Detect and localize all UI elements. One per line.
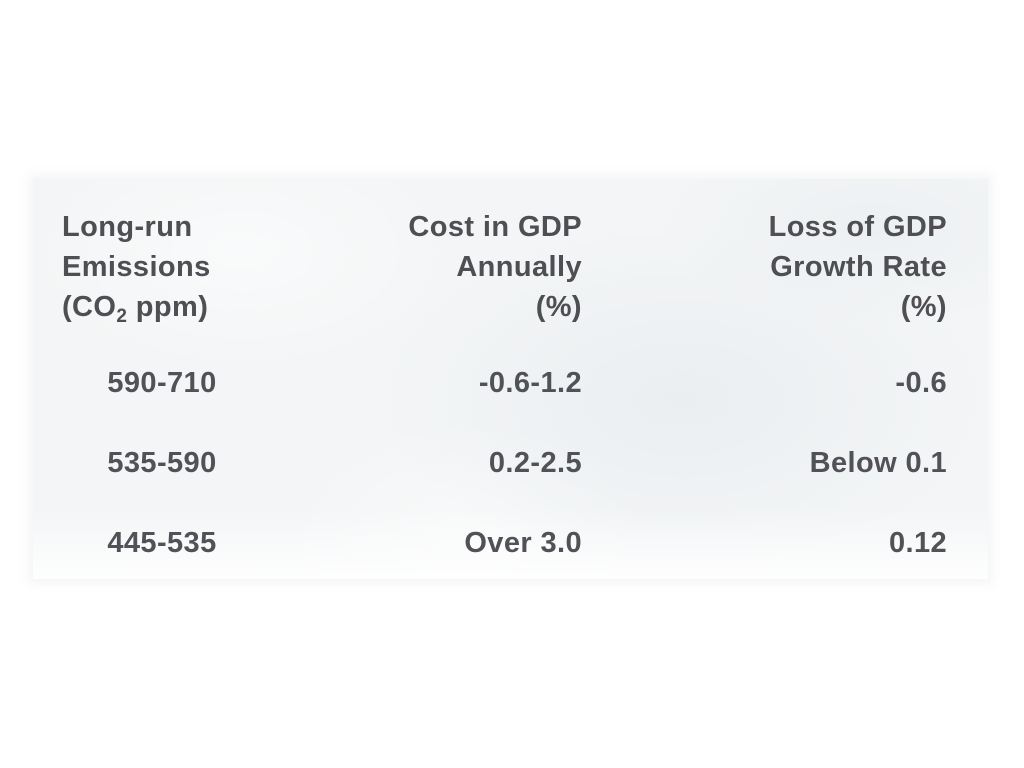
cell-loss: Below 0.1 bbox=[809, 446, 947, 479]
table-body: 590-710 -0.6-1.2 -0.6 535-590 0.2-2.5 Be… bbox=[33, 343, 988, 583]
header-cost-line2: Annually bbox=[456, 251, 582, 283]
header-loss-line1: Loss of GDP bbox=[768, 211, 947, 243]
header-emissions-line3: (CO2 ppm) bbox=[62, 287, 262, 327]
header-loss-line3: (%) bbox=[900, 291, 947, 323]
co2-prefix: (CO bbox=[62, 291, 117, 323]
header-loss-line2: Growth Rate bbox=[770, 251, 947, 283]
cell-loss: -0.6 bbox=[895, 366, 947, 399]
table-row: 535-590 0.2-2.5 Below 0.1 bbox=[33, 423, 988, 503]
cell-emissions: 535-590 bbox=[107, 446, 217, 479]
column-header-emissions: Long-run Emissions (CO2 ppm) bbox=[62, 207, 262, 327]
column-header-loss: Loss of GDP Growth Rate (%) bbox=[582, 207, 947, 327]
cell-cost: Over 3.0 bbox=[464, 526, 582, 559]
cell-emissions: 445-535 bbox=[107, 526, 217, 559]
header-emissions-line1: Long-run bbox=[62, 211, 193, 243]
cell-emissions: 590-710 bbox=[107, 366, 217, 399]
table-row: 590-710 -0.6-1.2 -0.6 bbox=[33, 343, 988, 423]
header-cost-line3: (%) bbox=[535, 291, 582, 323]
table-header-row: Long-run Emissions (CO2 ppm) Cost in GDP… bbox=[33, 179, 988, 327]
cell-cost: -0.6-1.2 bbox=[478, 366, 582, 399]
header-emissions-line2: Emissions bbox=[62, 251, 211, 283]
table-row: 445-535 Over 3.0 0.12 bbox=[33, 503, 988, 583]
co2-suffix: ppm) bbox=[127, 291, 209, 323]
co2-subscript: 2 bbox=[116, 306, 128, 327]
column-header-cost: Cost in GDP Annually (%) bbox=[262, 207, 582, 327]
cell-cost: 0.2-2.5 bbox=[488, 446, 582, 479]
cell-loss: 0.12 bbox=[888, 526, 947, 559]
scanned-table-panel: Long-run Emissions (CO2 ppm) Cost in GDP… bbox=[33, 179, 988, 579]
header-cost-line1: Cost in GDP bbox=[408, 211, 582, 243]
